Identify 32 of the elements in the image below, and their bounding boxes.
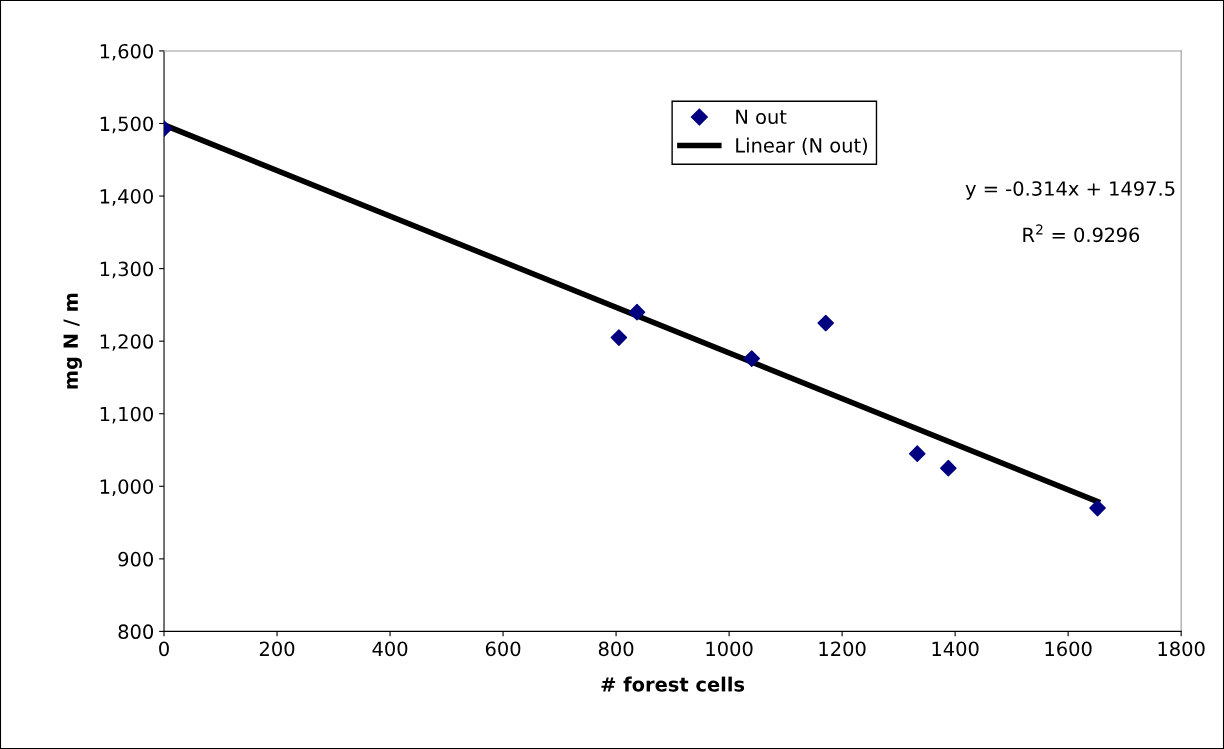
x-tick-label: 1000 <box>706 641 753 657</box>
y-tick-label: 1,000 <box>100 479 153 496</box>
point <box>628 303 646 321</box>
legend-label: N out <box>736 109 787 125</box>
x-tick-label: 1400 <box>932 641 979 657</box>
y-tick-label: 1,300 <box>100 261 153 279</box>
x-tick-label: 1600 <box>1045 641 1092 657</box>
point <box>743 350 761 367</box>
point <box>1089 499 1106 517</box>
point <box>940 459 957 477</box>
y-tick-label: 1,100 <box>100 406 153 424</box>
y-tick-label: 1,600 <box>100 43 153 61</box>
y-tick-label: 1,500 <box>100 116 153 134</box>
legend-label: Linear (N out) <box>736 137 868 155</box>
x-tick-label: 1200 <box>819 641 866 657</box>
y-tick-label: 1,400 <box>100 189 153 206</box>
annotation: R$^{2}$ = 0.9296 <box>1023 224 1140 243</box>
point <box>908 445 926 462</box>
x-axis-title: # forest cells <box>601 676 745 692</box>
point <box>610 329 628 346</box>
point <box>817 314 835 332</box>
x-tick-label: 400 <box>372 641 408 657</box>
y-tick-label: 1,200 <box>100 334 153 351</box>
y-axis-title: mg N / m <box>63 293 82 389</box>
x-tick-label: 0 <box>159 641 169 657</box>
x-tick-label: 800 <box>598 641 634 657</box>
x-tick-label: 1800 <box>1158 641 1205 657</box>
y-tick-label: 900 <box>118 551 153 567</box>
x-tick-label: 600 <box>485 641 521 657</box>
annotation: y = -0.314x + 1497.5 <box>965 181 1175 200</box>
y-tick-label: 800 <box>118 624 153 640</box>
x-tick-label: 200 <box>259 641 295 657</box>
